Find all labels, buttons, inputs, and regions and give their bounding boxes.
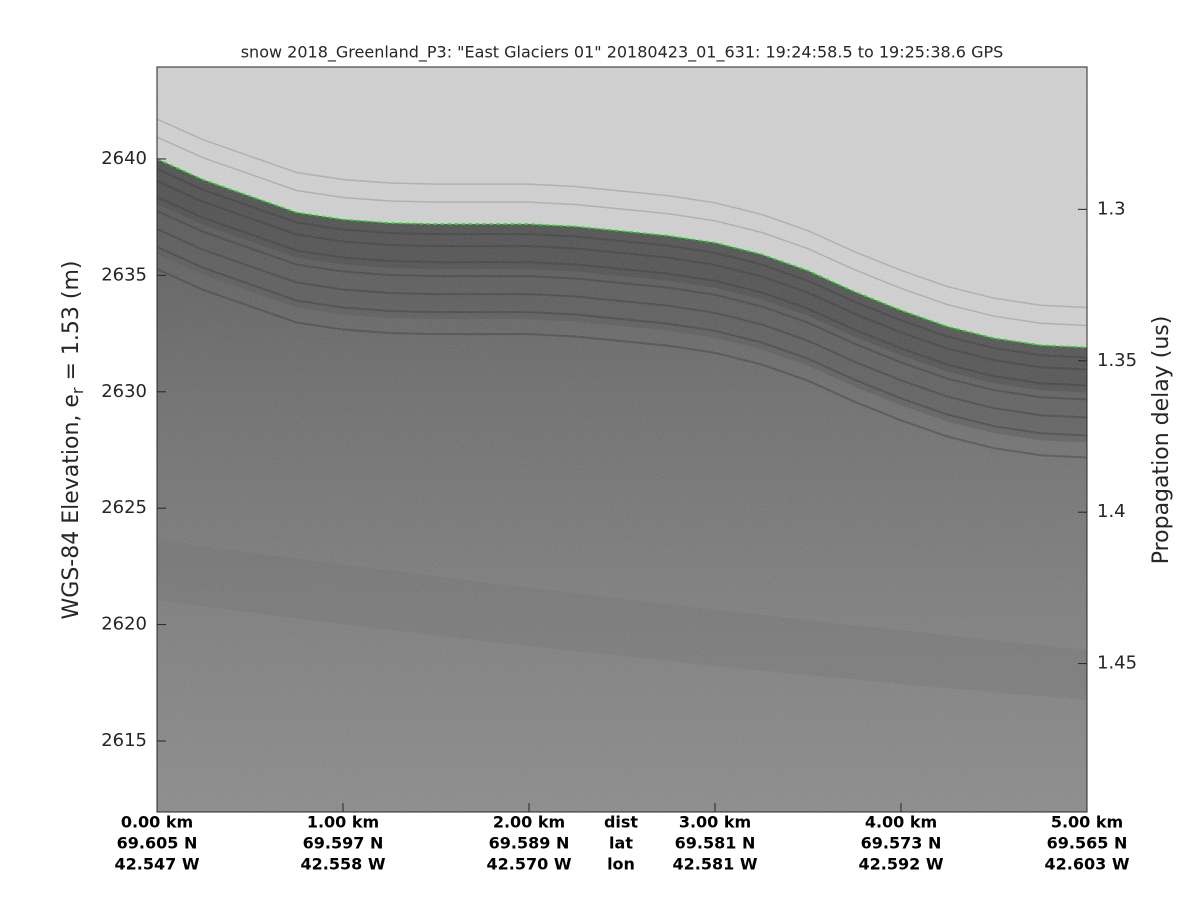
- x-lat-label: 69.565 N: [1047, 834, 1128, 853]
- x-lon-label: 42.547 W: [115, 855, 200, 874]
- y2-tick-label: 1.4: [1097, 501, 1126, 522]
- x-row-label: lat: [609, 834, 633, 853]
- plot-frame: [156, 66, 1088, 813]
- x-lat-label: 69.597 N: [303, 834, 384, 853]
- x-lon-label: 42.581 W: [673, 855, 758, 874]
- x-row-label: dist: [604, 813, 638, 832]
- y-label-subscript: r: [68, 387, 87, 394]
- y-tick-label: 2620: [101, 614, 147, 635]
- x-lat-label: 69.589 N: [489, 834, 570, 853]
- x-lat-label: 69.581 N: [675, 834, 756, 853]
- x-tick-label: 4.00 km: [865, 813, 937, 832]
- y-tick-label: 2635: [101, 264, 147, 285]
- x-tick-label: 5.00 km: [1051, 813, 1123, 832]
- x-lat-label: 69.573 N: [861, 834, 942, 853]
- y-tick-label: 2640: [101, 148, 147, 169]
- x-row-label: lon: [607, 855, 635, 874]
- x-tick-label: 0.00 km: [121, 813, 193, 832]
- x-tick-label: 3.00 km: [679, 813, 751, 832]
- y-tick-label: 2630: [101, 381, 147, 402]
- x-lat-label: 69.605 N: [117, 834, 198, 853]
- surface-line: [157, 158, 1087, 349]
- x-lon-label: 42.558 W: [301, 855, 386, 874]
- y-tick-label: 2615: [101, 730, 147, 751]
- y2-axis-label: Propagation delay (us): [1149, 316, 1174, 565]
- y-label-text: WGS-84 Elevation, e: [59, 394, 84, 619]
- y-tick-label: 2625: [101, 497, 147, 518]
- y2-tick-label: 1.35: [1097, 350, 1137, 371]
- x-lon-label: 42.603 W: [1045, 855, 1130, 874]
- x-tick-label: 1.00 km: [307, 813, 379, 832]
- y2-tick-label: 1.45: [1097, 653, 1137, 674]
- x-tick-label: 2.00 km: [493, 813, 565, 832]
- y-label-rest: = 1.53 (m): [59, 261, 84, 388]
- noise-overlay: [157, 67, 1087, 812]
- y2-tick-label: 1.3: [1097, 198, 1126, 219]
- x-lon-label: 42.570 W: [487, 855, 572, 874]
- y-axis-label: WGS-84 Elevation, er = 1.53 (m): [59, 261, 87, 620]
- x-lon-label: 42.592 W: [859, 855, 944, 874]
- chart-title: snow 2018_Greenland_P3: "East Glaciers 0…: [241, 43, 1004, 63]
